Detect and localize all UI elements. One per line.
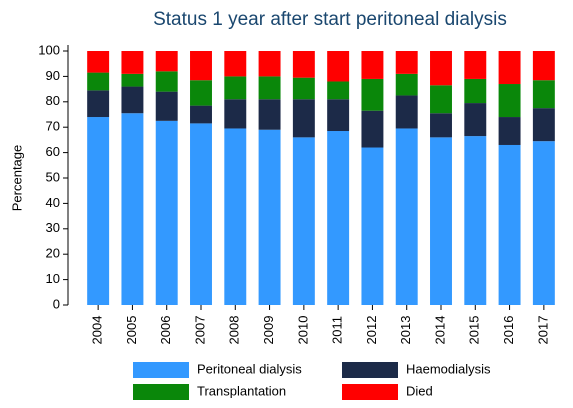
bar-segment — [361, 51, 384, 79]
bar-segment — [395, 73, 418, 96]
bar-segment — [361, 78, 384, 111]
bar-segment — [292, 77, 315, 100]
x-tick-label: 2004 — [90, 316, 105, 345]
x-tick-label: 2012 — [364, 316, 379, 345]
y-tick-label: 80 — [46, 93, 60, 108]
legend-swatch — [342, 384, 398, 400]
bar-segment — [430, 51, 452, 86]
bar-segment — [87, 90, 110, 118]
legend-swatch — [133, 362, 189, 378]
bar-segment — [292, 99, 315, 138]
bar-segment — [258, 99, 281, 130]
x-tick-label: 2010 — [295, 316, 310, 345]
bar-segment — [464, 103, 487, 137]
bar-segment — [224, 99, 247, 129]
x-tick-label: 2005 — [124, 316, 139, 345]
bar-segment — [327, 81, 350, 100]
bar-segment — [121, 73, 144, 87]
bar-segment — [258, 129, 281, 305]
bar-segment — [464, 78, 487, 104]
bar-segment — [464, 51, 487, 79]
bar-segment — [155, 120, 178, 305]
bar-segment — [224, 76, 247, 100]
y-tick-label: 0 — [53, 296, 60, 311]
x-tick-label: 2008 — [227, 316, 242, 345]
bar-segment — [395, 51, 418, 74]
y-tick-label: 30 — [46, 220, 60, 235]
bar-segment — [532, 80, 555, 109]
bar-segment — [532, 108, 555, 142]
y-tick-label: 40 — [46, 195, 60, 210]
y-tick-label: 70 — [46, 119, 60, 134]
y-tick-label: 20 — [46, 246, 60, 261]
bar-segment — [87, 117, 110, 305]
bar-segment — [395, 128, 418, 305]
bar-segment — [87, 51, 110, 73]
bar-segment — [395, 95, 418, 129]
bar-segment — [292, 51, 315, 78]
bar-segment — [430, 137, 452, 305]
legend-label: Haemodialysis — [406, 361, 491, 376]
bar-segment — [292, 137, 315, 305]
bar-segment — [464, 136, 487, 305]
x-tick-label: 2006 — [158, 316, 173, 345]
bar-segment — [430, 85, 452, 114]
x-tick-label: 2014 — [432, 316, 447, 345]
bar-segment — [327, 131, 350, 305]
bar-segment — [155, 71, 178, 92]
bar-segment — [498, 51, 521, 85]
bar-segment — [258, 51, 281, 77]
bar-segment — [87, 72, 110, 91]
bar-segment — [224, 128, 247, 305]
x-tick-label: 2013 — [398, 316, 413, 345]
bar-segment — [532, 141, 555, 305]
bar-segment — [327, 51, 350, 82]
bar-segment — [155, 51, 178, 72]
x-tick-label: 2016 — [501, 316, 516, 345]
bar-segment — [532, 51, 555, 81]
bar-segment — [361, 147, 384, 305]
bar-segment — [498, 84, 521, 118]
y-axis-label: Percentage — [9, 145, 24, 212]
legend-label: Died — [406, 383, 433, 398]
x-tick-label: 2011 — [330, 316, 345, 344]
y-tick-label: 50 — [46, 169, 60, 184]
bar-segment — [361, 110, 384, 148]
legend-label: Transplantation — [197, 383, 286, 398]
bar-segment — [190, 105, 212, 124]
y-tick-label: 10 — [46, 271, 60, 286]
x-tick-label: 2009 — [261, 316, 276, 345]
bar-segment — [121, 51, 144, 74]
bar-segment — [498, 144, 521, 305]
bar-segment — [430, 113, 452, 138]
y-tick-label: 60 — [46, 144, 60, 159]
bar-segment — [155, 91, 178, 121]
legend-label: Peritoneal dialysis — [197, 361, 302, 376]
bar-segment — [498, 117, 521, 145]
bar-segment — [224, 51, 247, 77]
bar-segment — [327, 99, 350, 132]
bar-segment — [190, 123, 212, 305]
chart-title: Status 1 year after start peritoneal dia… — [153, 9, 507, 30]
bar-segment — [121, 86, 144, 114]
bar-segment — [190, 51, 212, 81]
bar-segment — [258, 76, 281, 100]
y-tick-label: 100 — [38, 42, 60, 57]
legend-swatch — [133, 384, 189, 400]
bar-segment — [121, 113, 144, 305]
x-tick-label: 2007 — [192, 316, 207, 345]
legend-swatch — [342, 362, 398, 378]
x-tick-label: 2015 — [467, 316, 482, 345]
y-tick-label: 90 — [46, 68, 60, 83]
x-tick-label: 2017 — [535, 316, 550, 345]
bar-segment — [190, 80, 212, 106]
